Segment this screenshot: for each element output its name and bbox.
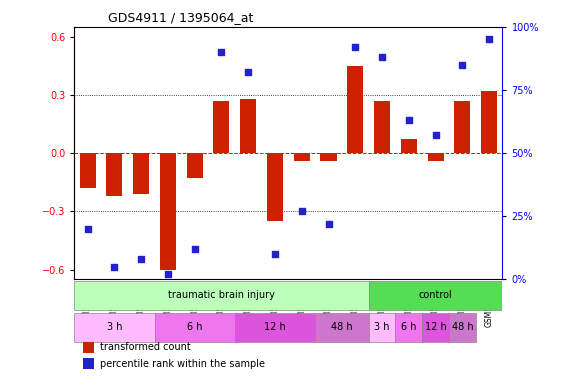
Bar [133, 153, 149, 194]
Bar [369, 281, 502, 310]
Text: 12 h: 12 h [264, 323, 286, 333]
Text: traumatic brain injury: traumatic brain injury [168, 290, 275, 300]
Text: 6 h: 6 h [401, 323, 417, 333]
Text: GDS4911 / 1395064_at: GDS4911 / 1395064_at [108, 11, 254, 24]
Bar [214, 101, 230, 153]
Point [244, 69, 253, 75]
Bar [374, 101, 390, 153]
Point [458, 62, 467, 68]
Bar [293, 153, 309, 161]
Bar [155, 313, 235, 342]
Bar [455, 101, 471, 153]
Bar [395, 313, 422, 342]
Text: 3 h: 3 h [107, 323, 122, 333]
Bar [267, 153, 283, 221]
Point [351, 44, 360, 50]
Text: control: control [419, 290, 452, 300]
Bar [369, 313, 395, 342]
Bar [79, 153, 96, 188]
Point [190, 246, 199, 252]
Bar [315, 313, 369, 342]
Point [136, 256, 146, 262]
Bar [74, 313, 155, 342]
Point [404, 117, 413, 123]
Point [377, 54, 387, 60]
Point [485, 36, 494, 43]
Bar [428, 153, 444, 161]
Bar [481, 91, 497, 153]
Text: 48 h: 48 h [452, 323, 473, 333]
Point [297, 208, 306, 214]
Point [83, 226, 92, 232]
Text: percentile rank within the sample: percentile rank within the sample [100, 359, 265, 369]
Text: 48 h: 48 h [331, 323, 353, 333]
Text: 6 h: 6 h [187, 323, 203, 333]
Bar [235, 313, 315, 342]
Text: 12 h: 12 h [425, 323, 447, 333]
Point [324, 221, 333, 227]
Bar [422, 313, 449, 342]
Bar [160, 153, 176, 270]
Point [110, 263, 119, 270]
Bar [106, 153, 122, 196]
Bar [83, 358, 94, 369]
Bar [347, 66, 363, 153]
Point [217, 49, 226, 55]
Bar [74, 281, 369, 310]
Point [163, 271, 172, 277]
Text: 3 h: 3 h [374, 323, 390, 333]
Bar [240, 99, 256, 153]
Point [271, 251, 280, 257]
Bar [449, 313, 476, 342]
Bar [401, 139, 417, 153]
Text: transformed count: transformed count [100, 342, 191, 352]
Bar [320, 153, 336, 161]
Bar [187, 153, 203, 178]
Bar [83, 342, 94, 353]
Point [431, 132, 440, 139]
